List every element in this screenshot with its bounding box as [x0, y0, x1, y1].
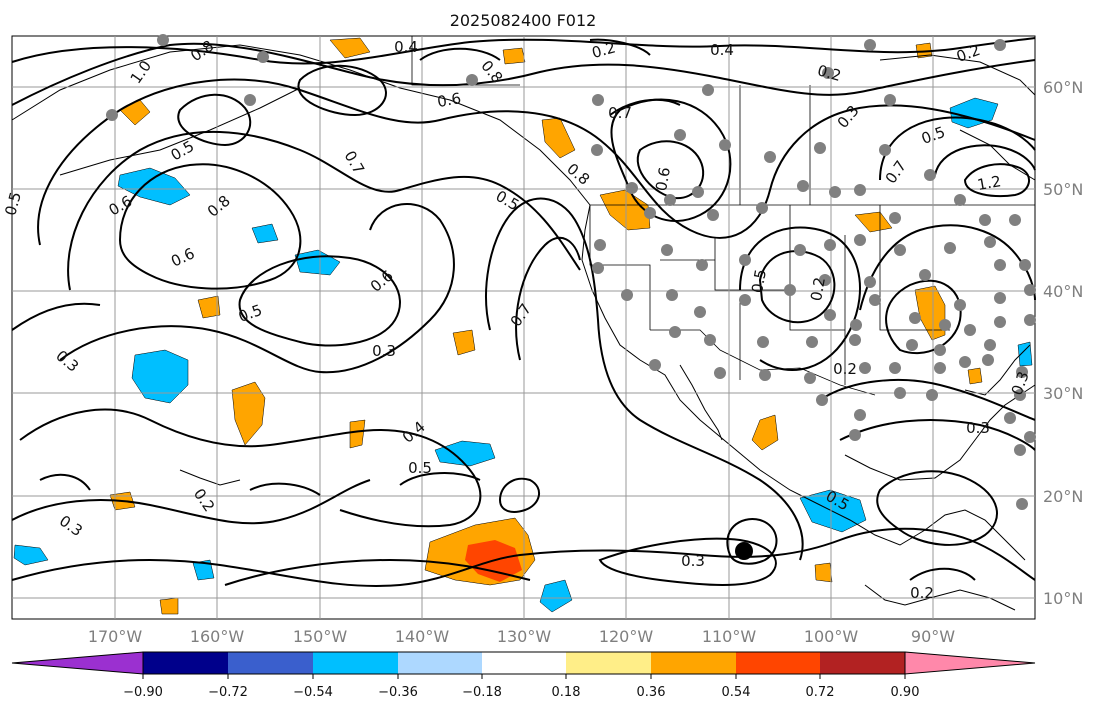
contour-label: 0.6 — [652, 166, 674, 193]
colorbar-bin — [398, 652, 482, 674]
longitude-label: 170°W — [88, 627, 143, 646]
latitude-label: 40°N — [1043, 282, 1083, 301]
colorbar-bin — [566, 652, 651, 674]
contour-label: 0.6 — [436, 89, 463, 111]
colorbar-tick-label: −0.54 — [293, 685, 333, 700]
colorbar-bin — [820, 652, 905, 674]
colorbar-tick-label: −0.18 — [462, 685, 502, 700]
colorbar-bin — [313, 652, 398, 674]
latitude-label: 10°N — [1043, 589, 1083, 608]
contour-label: 0.2 — [910, 584, 934, 602]
colorbar-low-extension — [11, 651, 144, 675]
contour-label: 1.2 — [976, 172, 1003, 194]
colorbar-tick-label: 0.54 — [722, 685, 751, 700]
longitude-label: 120°W — [599, 627, 654, 646]
latitude-label: 30°N — [1043, 384, 1083, 403]
storm-center-marker — [735, 542, 753, 560]
contour-label: 0.3 — [966, 419, 990, 437]
contour-label: 0.3 — [681, 552, 705, 570]
colorbar-tick-label: −0.72 — [208, 685, 248, 700]
colorbar-bin — [143, 652, 228, 674]
latitude-labels: 60°N 50°N 40°N 30°N 20°N 10°N — [1043, 78, 1083, 608]
map-title: 2025082400 F012 — [450, 11, 597, 30]
contour-label: 0.7 — [608, 104, 632, 122]
latitude-label: 50°N — [1043, 180, 1083, 199]
longitude-label: 140°W — [395, 627, 450, 646]
contour-label: 0.2 — [590, 38, 618, 62]
coastlines — [11, 44, 1036, 611]
contour-label: 0.2 — [815, 61, 843, 85]
colorbar-tick-label: −0.36 — [378, 685, 418, 700]
colorbar-ticks — [142, 674, 906, 679]
longitude-label: 150°W — [293, 627, 348, 646]
colorbar-tick-label: 0.36 — [637, 685, 666, 700]
longitude-label: 160°W — [190, 627, 245, 646]
contour-label: 0.5 — [1, 190, 25, 218]
station-markers — [106, 34, 1036, 510]
colorbar-tick-label: 0.18 — [552, 685, 581, 700]
colorbar-tick-label: 0.90 — [891, 685, 920, 700]
contour-label: 0.5 — [408, 459, 432, 477]
contour-label: 0.2 — [807, 276, 829, 303]
colorbar-bin — [228, 652, 313, 674]
colorbar-high-extension — [904, 651, 1036, 675]
colorbar-bin — [736, 652, 820, 674]
colorbar-bin — [482, 652, 566, 674]
contour-label: 0.2 — [833, 360, 857, 378]
map-gridlines — [12, 36, 1035, 619]
contour-label: 0.4 — [394, 38, 418, 56]
map-area: 0.4 0.2 0.4 0.2 1.0 0.8 0.8 0.7 0.6 0.7 … — [1, 34, 1036, 620]
longitude-label: 110°W — [702, 627, 757, 646]
contour-label: 0.5 — [748, 268, 770, 295]
longitude-label: 130°W — [497, 627, 552, 646]
latitude-label: 20°N — [1043, 487, 1083, 506]
longitude-labels: 170°W 160°W 150°W 140°W 130°W 120°W 110°… — [88, 627, 955, 646]
colorbar: −0.90 −0.72 −0.54 −0.36 −0.18 0.18 0.36 … — [11, 651, 1036, 700]
contour-label: 0.3 — [372, 342, 396, 360]
contour-label: 0.4 — [710, 41, 734, 59]
colorbar-bin — [651, 652, 736, 674]
longitude-label: 100°W — [804, 627, 859, 646]
colorbar-tick-label: −0.90 — [123, 685, 163, 700]
colorbar-tick-label: 0.72 — [806, 685, 835, 700]
latitude-label: 60°N — [1043, 78, 1083, 97]
longitude-label: 90°W — [911, 627, 955, 646]
